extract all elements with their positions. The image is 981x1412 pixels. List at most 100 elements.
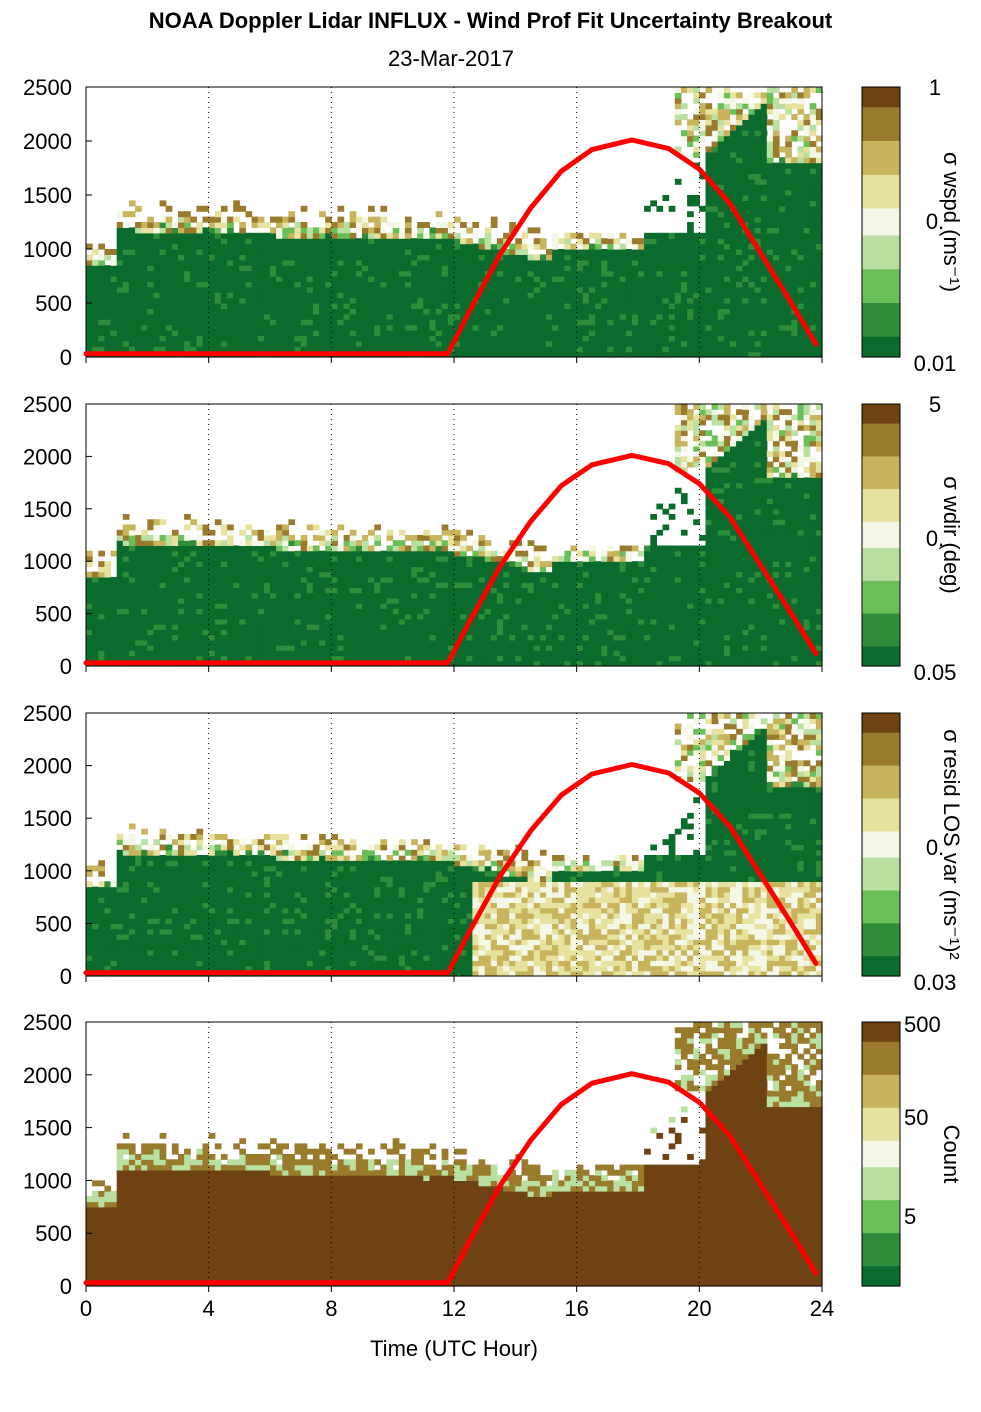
heatmap-cell: [355, 308, 363, 315]
heatmap-cell: [417, 346, 424, 353]
heatmap-cell: [779, 232, 786, 239]
heatmap-cell: [165, 613, 173, 620]
colorbar-cell: [862, 343, 900, 351]
heatmap-cell: [454, 613, 461, 620]
heatmap-cell: [386, 222, 394, 228]
heatmap-cell: [760, 211, 768, 218]
heatmap-cell: [564, 286, 572, 293]
heatmap-cell: [374, 292, 381, 299]
heatmap-cell: [680, 276, 688, 282]
heatmap-cell: [736, 308, 743, 315]
heatmap-cell: [128, 319, 136, 326]
heatmap-cell: [687, 340, 694, 347]
heatmap-cell: [699, 135, 706, 142]
heatmap-cell: [165, 249, 173, 255]
heatmap-cell: [362, 270, 369, 277]
heatmap-cell: [239, 265, 246, 272]
heatmap-cell: [202, 308, 210, 315]
heatmap-cell: [98, 292, 105, 299]
heatmap-cell: [251, 324, 259, 331]
heatmap-cell: [184, 540, 191, 546]
heatmap-cell: [496, 265, 504, 272]
heatmap-cell: [122, 624, 130, 630]
heatmap-cell: [772, 124, 780, 131]
heatmap-cell: [306, 259, 314, 266]
heatmap-cell: [257, 624, 265, 630]
heatmap-cell: [441, 587, 449, 594]
heatmap-cell: [245, 556, 253, 562]
heatmap-cell: [668, 324, 676, 331]
heatmap-cell: [300, 222, 308, 228]
heatmap-cell: [220, 297, 228, 304]
heatmap-cell: [687, 270, 694, 277]
heatmap-cell: [196, 297, 204, 304]
heatmap-cell: [349, 286, 357, 293]
heatmap-cell: [466, 597, 473, 604]
heatmap-cell: [515, 335, 522, 342]
heatmap-cell: [116, 249, 124, 255]
heatmap-cell: [141, 645, 148, 651]
heatmap-cell: [343, 346, 351, 353]
heatmap-cell: [435, 603, 443, 609]
heatmap-cell: [349, 238, 357, 245]
heatmap-cell: [815, 243, 823, 250]
heatmap-cell: [772, 97, 780, 104]
heatmap-cell: [184, 335, 191, 342]
heatmap-cell: [417, 259, 424, 266]
heatmap-cell: [423, 303, 430, 309]
heatmap-cell: [227, 238, 234, 245]
heatmap-cell: [343, 340, 351, 347]
heatmap-cell: [687, 238, 694, 245]
heatmap-cell: [521, 351, 529, 358]
heatmap-cell: [809, 243, 817, 250]
heatmap-cell: [779, 97, 786, 104]
heatmap-cell: [368, 216, 375, 223]
heatmap-cell: [153, 335, 161, 342]
heatmap-cell: [441, 238, 449, 245]
heatmap-cell: [368, 238, 375, 245]
heatmap-cell: [251, 330, 259, 336]
heatmap-cell: [355, 645, 363, 651]
heatmap-cell: [564, 259, 572, 266]
heatmap-cell: [110, 313, 118, 320]
heatmap-cell: [435, 566, 443, 573]
heatmap-cell: [141, 576, 148, 583]
heatmap-cell: [251, 265, 259, 272]
heatmap-cell: [178, 303, 185, 309]
heatmap-cell: [736, 184, 743, 191]
heatmap-cell: [736, 222, 743, 228]
heatmap-cell: [760, 335, 768, 342]
heatmap-cell: [539, 292, 547, 299]
heatmap-cell: [98, 319, 105, 326]
heatmap-cell: [723, 292, 731, 299]
heatmap-cell: [171, 613, 179, 620]
heatmap-cell: [736, 168, 743, 174]
heatmap-cell: [208, 335, 216, 342]
heatmap-cell: [509, 335, 516, 342]
heatmap-cell: [797, 232, 805, 239]
heatmap-cell: [128, 313, 136, 320]
heatmap-cell: [711, 276, 719, 282]
heatmap-cell: [251, 645, 259, 651]
heatmap-cell: [362, 556, 369, 562]
heatmap-cell: [171, 259, 179, 266]
heatmap-cell: [552, 335, 559, 342]
heatmap-cell: [509, 346, 516, 353]
heatmap-cell: [257, 238, 265, 245]
heatmap-cell: [797, 292, 805, 299]
y-tick-label: 1500: [23, 183, 72, 208]
heatmap-cell: [331, 340, 338, 347]
heatmap-cell: [625, 281, 633, 288]
heatmap-cell: [270, 634, 277, 641]
heatmap-cell: [122, 571, 130, 578]
heatmap-cell: [227, 597, 234, 604]
heatmap-cell: [159, 587, 167, 594]
heatmap-cell: [227, 634, 234, 641]
heatmap-cell: [441, 319, 449, 326]
heatmap-cell: [178, 243, 185, 250]
heatmap-cell: [730, 211, 737, 218]
heatmap-cell: [386, 550, 394, 557]
heatmap-cell: [650, 335, 657, 342]
heatmap-cell: [257, 613, 265, 620]
heatmap-cell: [717, 330, 725, 336]
